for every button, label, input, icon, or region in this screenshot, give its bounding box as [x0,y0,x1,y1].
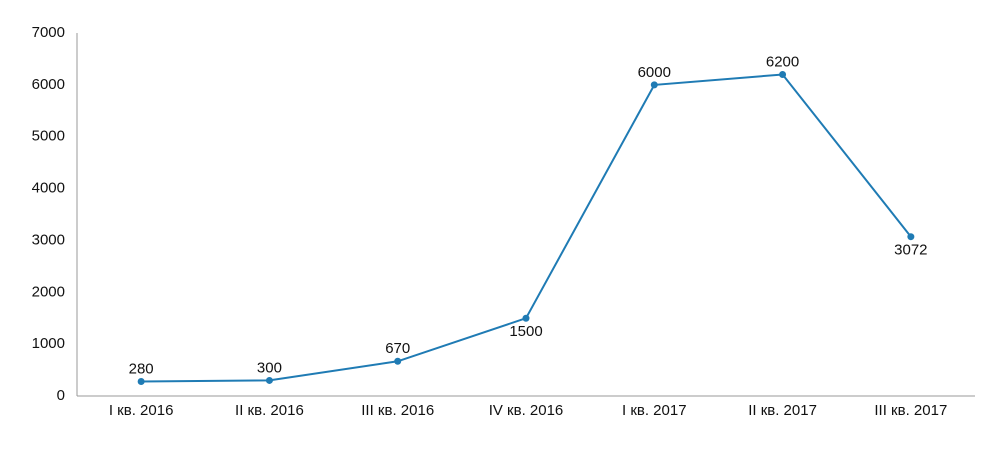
point [137,377,145,385]
x-tick-label: IV кв. 2016 [489,402,564,419]
y-tick-label: 5000 [32,128,65,145]
y-tick-label: 0 [57,387,65,404]
value-label: 3072 [894,242,927,259]
value-label: 6200 [766,53,799,70]
x-tick-label: I кв. 2017 [622,402,687,419]
x-tick-label: III кв. 2016 [361,402,434,419]
point [907,233,915,241]
y-tick-label: 1000 [32,335,65,352]
value-label: 300 [257,359,282,376]
x-tick-label: II кв. 2017 [748,402,817,419]
y-tick-label: 7000 [32,24,65,41]
y-tick-label: 4000 [32,180,65,197]
point [265,376,273,384]
point [522,314,530,322]
point [394,357,402,365]
y-tick-label: 6000 [32,76,65,93]
y-tick-label: 2000 [32,283,65,300]
value-label: 670 [385,340,410,357]
value-label: 280 [129,360,154,377]
value-label: 6000 [638,64,671,81]
x-tick-label: III кв. 2017 [874,402,947,419]
x-tick-label: I кв. 2016 [109,402,174,419]
value-label: 1500 [509,323,542,340]
point [650,81,658,89]
x-tick-label: II кв. 2016 [235,402,304,419]
point [779,70,787,78]
y-tick-label: 3000 [32,231,65,248]
